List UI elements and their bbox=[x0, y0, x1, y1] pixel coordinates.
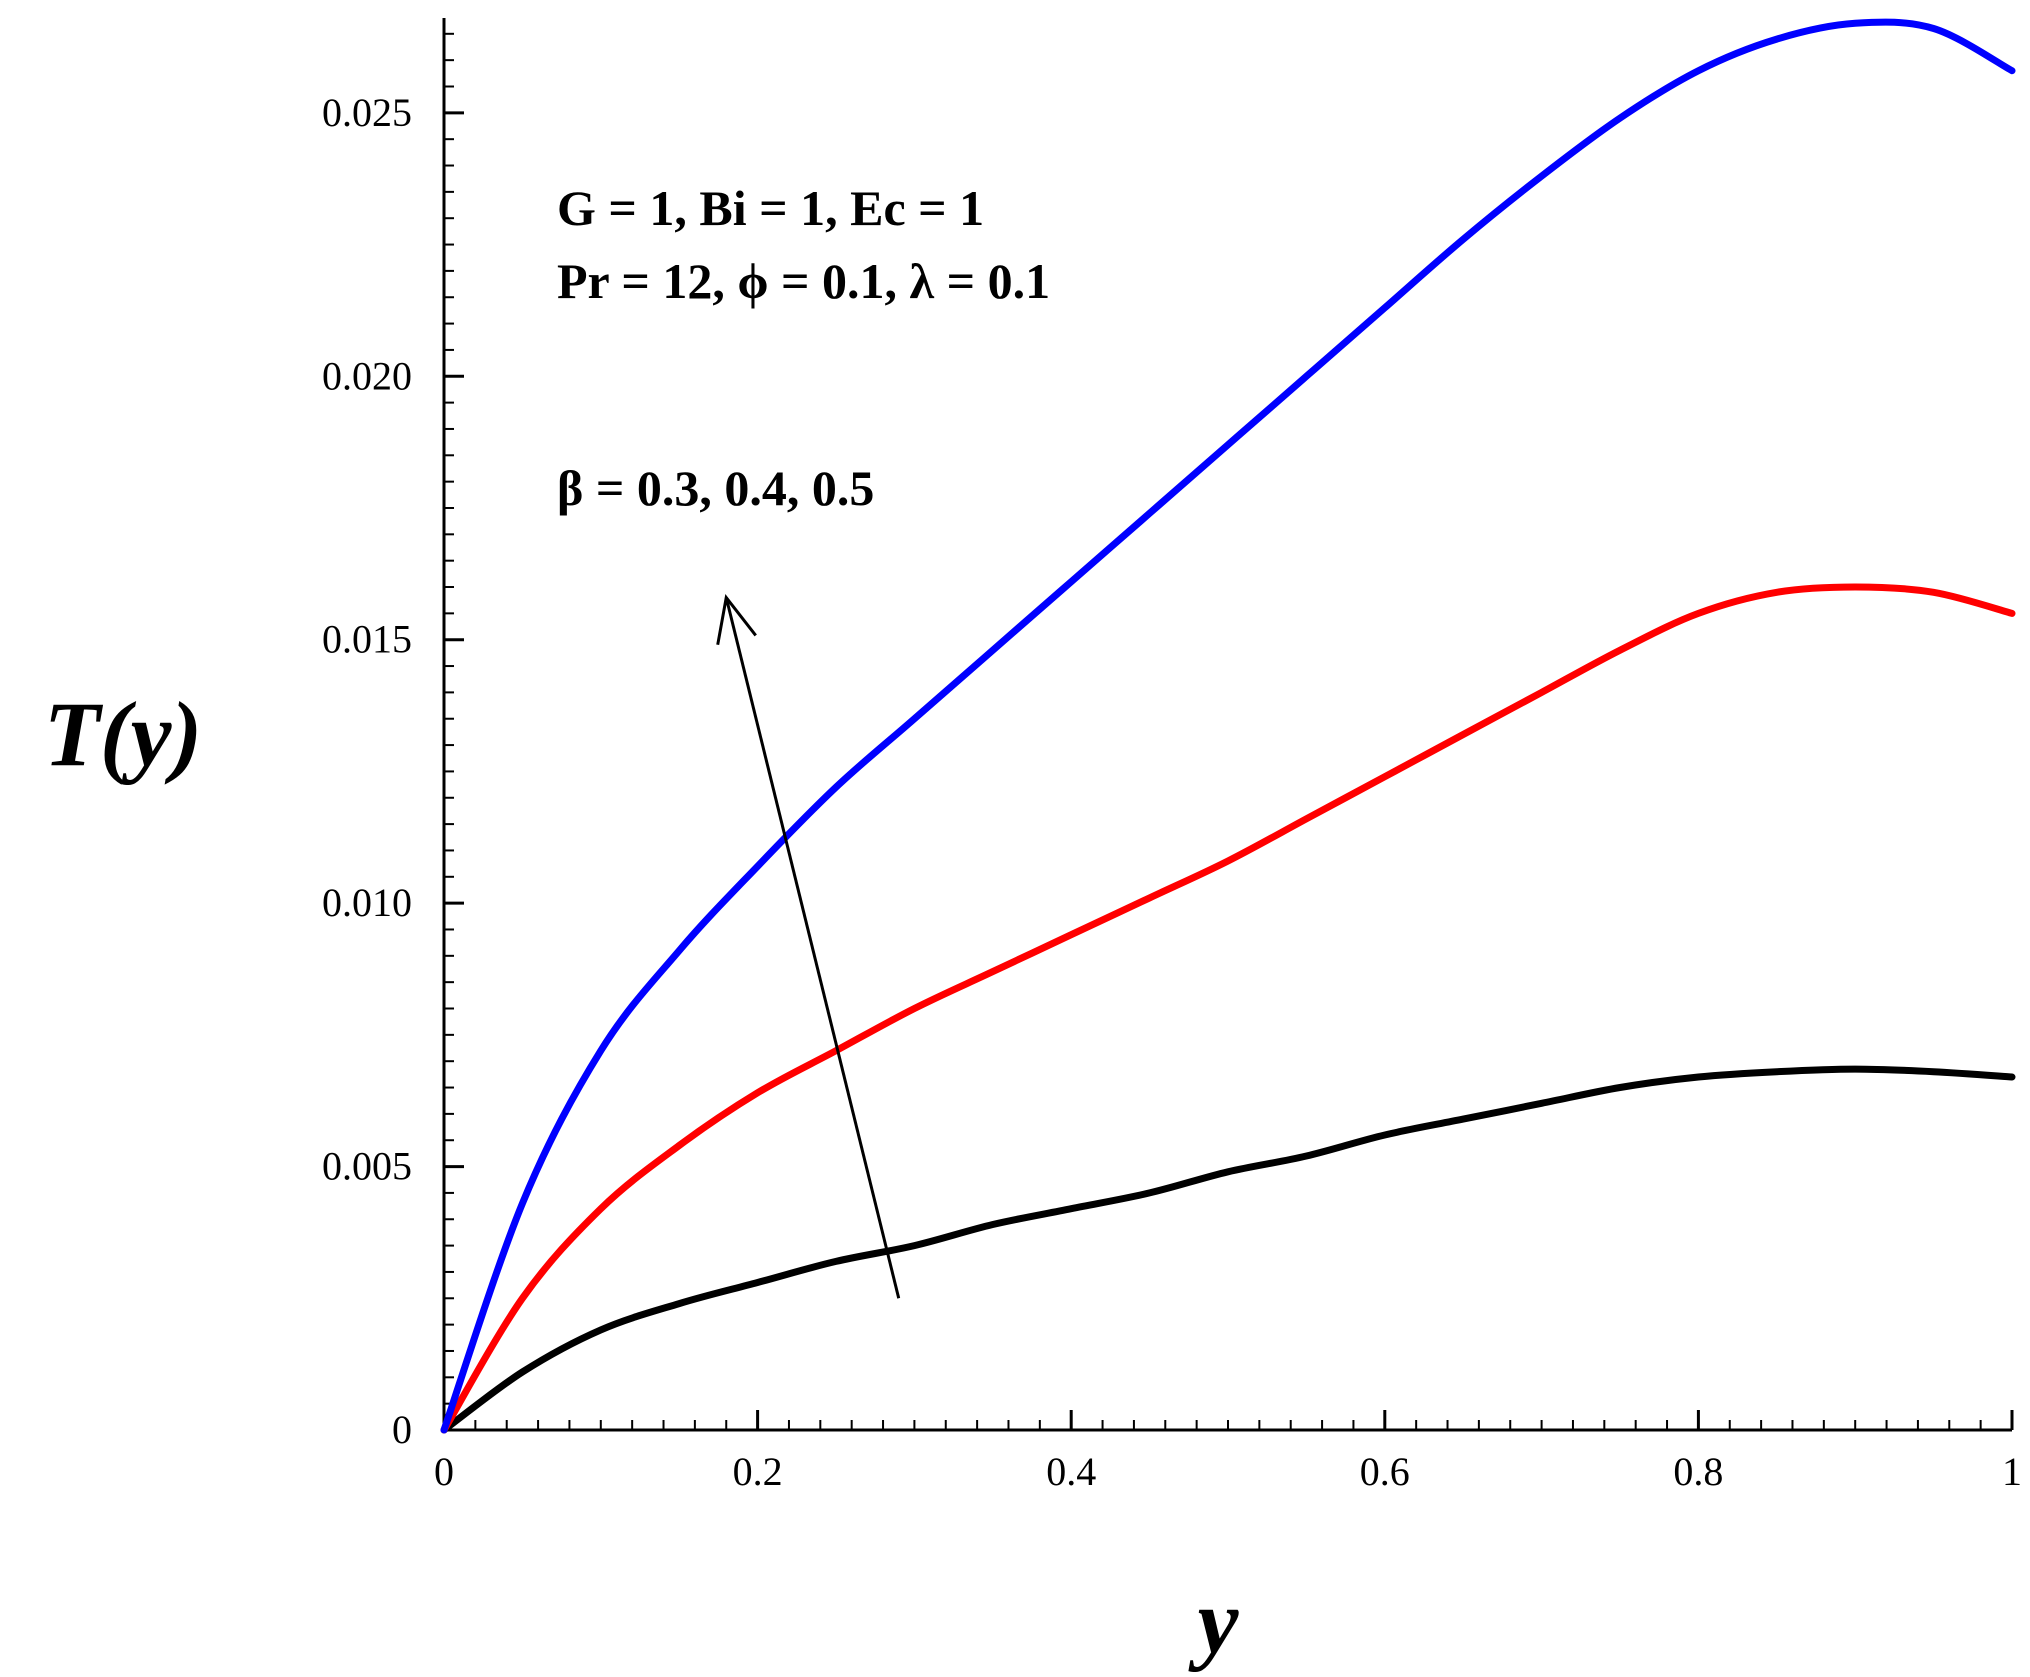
y-tick-label: 0.025 bbox=[322, 90, 412, 135]
params-annotation-line1: G = 1, Bi = 1, Ec = 1 bbox=[557, 180, 984, 236]
series-group bbox=[440, 18, 2016, 1434]
series-line-1 bbox=[440, 1065, 2016, 1434]
series-line-2 bbox=[440, 583, 2016, 1434]
series-line-3 bbox=[440, 18, 2016, 1434]
y-tick-label: 0.005 bbox=[322, 1144, 412, 1189]
y-tick-label: 0.010 bbox=[322, 880, 412, 925]
arrow-head bbox=[716, 593, 757, 646]
arrow-shaft bbox=[724, 597, 901, 1299]
x-tick-label: 1 bbox=[2002, 1449, 2022, 1494]
x-tick-label: 0 bbox=[434, 1449, 454, 1494]
tick-labels: 0 0.2 0.4 0.6 0.8 1 0 0.005 0.010 0.015 0.020 0.025 bbox=[322, 90, 2022, 1494]
params-annotation-line2: Pr = 12, ϕ = 0.1, λ = 0.1 bbox=[557, 253, 1050, 309]
x-tick-label: 0.8 bbox=[1673, 1449, 1723, 1494]
y-axis-title: T(y) bbox=[44, 683, 202, 785]
y-tick-label: 0.020 bbox=[322, 353, 412, 398]
x-tick-label: 0.2 bbox=[733, 1449, 783, 1494]
x-tick-label: 0.4 bbox=[1046, 1449, 1096, 1494]
x-axis-title: y bbox=[1188, 1570, 1240, 1672]
x-tick-label: 0.6 bbox=[1360, 1449, 1410, 1494]
beta-arrow bbox=[716, 593, 901, 1299]
y-tick-label: 0.015 bbox=[322, 617, 412, 662]
beta-annotation: β = 0.3, 0.4, 0.5 bbox=[557, 460, 874, 516]
minor-ticks bbox=[444, 32, 1982, 1430]
y-tick-label: 0 bbox=[392, 1407, 412, 1452]
major-ticks bbox=[442, 111, 2014, 1432]
